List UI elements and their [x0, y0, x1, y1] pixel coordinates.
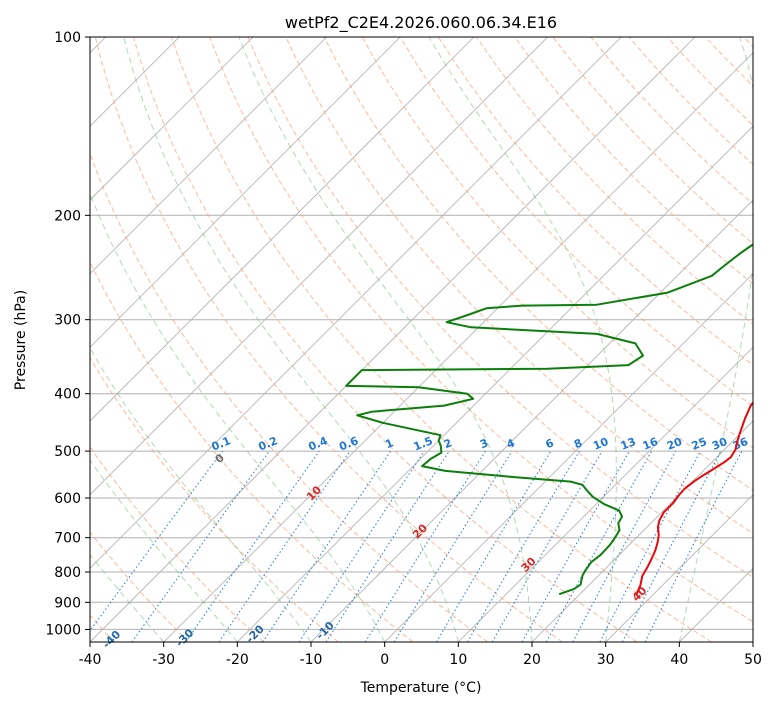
y-tick-label: 600: [54, 491, 81, 507]
mixing-ratio-label: 30: [710, 435, 729, 453]
profile-lines: [345, 243, 753, 596]
moist-adiabat-line: [90, 553, 165, 642]
moist-adiabat-line: [90, 459, 238, 642]
mixing-ratio-line: [572, 450, 677, 642]
dry-adiabat-line: [90, 356, 339, 642]
moist-adiabat-line: [678, 37, 753, 642]
y-tick-label: 200: [54, 208, 81, 224]
isotherm-line: [90, 37, 475, 422]
mixing-ratio-line: [545, 450, 653, 642]
x-tick-label: 20: [523, 652, 541, 668]
moist-adiabat-line: [90, 347, 312, 642]
dry-adiabat-line: [171, 37, 712, 642]
moist-adiabat-line: [123, 37, 459, 642]
y-tick-label: 500: [54, 444, 81, 460]
mixing-ratio-line: [185, 450, 320, 642]
isotherm-line: [237, 125, 753, 642]
dry-adiabat-line: [247, 37, 753, 578]
mixing-ratio-line: [131, 450, 270, 642]
mixing-ratio-line: [218, 450, 351, 642]
mixing-ratio-line: [298, 450, 425, 642]
y-tick-label: 300: [54, 313, 81, 329]
mixing-ratio-label: 10: [591, 435, 610, 453]
mixing-ratio-label: 2: [442, 436, 454, 451]
mixing-ratio-label: 16: [641, 435, 660, 453]
moist-adiabat-line: [428, 37, 617, 642]
x-axis: -40 -30 -20 -10 0 10 20 30 40 50: [79, 642, 762, 668]
x-tick-label: 30: [597, 652, 615, 668]
mixing-ratio-line: [521, 450, 630, 642]
dry-adiabat-line: [90, 531, 190, 642]
dry-adiabat-line: [90, 152, 488, 642]
isotherm-line: [90, 37, 327, 275]
mixing-ratio-label: 20: [665, 435, 684, 453]
isotherm-line: [531, 420, 753, 642]
x-tick-label: -20: [226, 652, 249, 668]
x-tick-label: -40: [79, 652, 102, 668]
x-tick-label: -30: [152, 652, 175, 668]
y-tick-label: 400: [54, 387, 81, 403]
plot-frame: [89, 36, 754, 643]
dewpoint-line: [345, 243, 753, 596]
mixing-ratio-line: [90, 450, 223, 632]
temperature-line: [635, 401, 753, 595]
y-axis: 100 200 300 400 500 600 700 800 900 1000: [45, 30, 90, 638]
x-tick-label: 10: [449, 652, 467, 668]
dry-adiabat-line: [132, 37, 638, 642]
dry-adiabat-line: [399, 37, 753, 407]
chart-title: wetPf2_C2E4.2026.060.06.34.E16: [285, 13, 557, 33]
mixing-ratio-label: 1: [383, 436, 395, 451]
dry-adiabat-line: [90, 260, 414, 642]
mixing-ratio-label: 3: [478, 436, 490, 451]
mixing-ratio-line: [644, 450, 743, 642]
dry-adiabat-line: [437, 37, 753, 366]
isotherm-line: [90, 37, 622, 569]
mixing-ratio-label: 13: [619, 435, 638, 453]
background-lines: [90, 37, 753, 642]
isotherm-line: [90, 37, 548, 496]
moist-adiabat-line: [238, 37, 533, 642]
isotherm-line: [90, 37, 401, 348]
mixing-ratio-line: [393, 450, 513, 642]
mixing-ratio-label: 8: [572, 436, 584, 451]
x-tick-label: -10: [300, 652, 323, 668]
isotherm-line: [384, 273, 753, 642]
dry-adiabat-line: [323, 37, 753, 491]
x-tick-label: 0: [380, 652, 389, 668]
dry-adiabat-line: [94, 37, 563, 642]
dry-adiabat-line: [285, 37, 753, 535]
y-tick-label: 900: [54, 595, 81, 611]
isotherm-line: [90, 37, 254, 201]
y-tick-label: 1000: [45, 622, 81, 638]
mixing-ratio-line: [325, 450, 450, 642]
x-axis-label: Temperature (°C): [360, 680, 482, 696]
isotherm-line: [605, 494, 753, 642]
x-tick-label: 50: [744, 652, 762, 668]
y-tick-label: 700: [54, 531, 81, 547]
dry-adiabat-line: [361, 37, 753, 449]
dry-adiabat-line: [209, 37, 753, 623]
mixing-ratio-label: 25: [690, 435, 709, 453]
y-tick-label: 800: [54, 565, 81, 581]
isotherm-line: [458, 346, 753, 642]
isotherm-line: [163, 52, 753, 642]
y-axis-label: Pressure (hPa): [13, 290, 29, 390]
mixing-ratio-line: [262, 450, 392, 642]
x-tick-label: 40: [670, 652, 688, 668]
dry-adiabat-line: [514, 37, 753, 285]
moist-adiabat-line: [90, 192, 386, 642]
isotherm-line: [90, 37, 696, 642]
dry-adiabat-line: [90, 446, 264, 642]
y-tick-label: 100: [54, 30, 81, 46]
